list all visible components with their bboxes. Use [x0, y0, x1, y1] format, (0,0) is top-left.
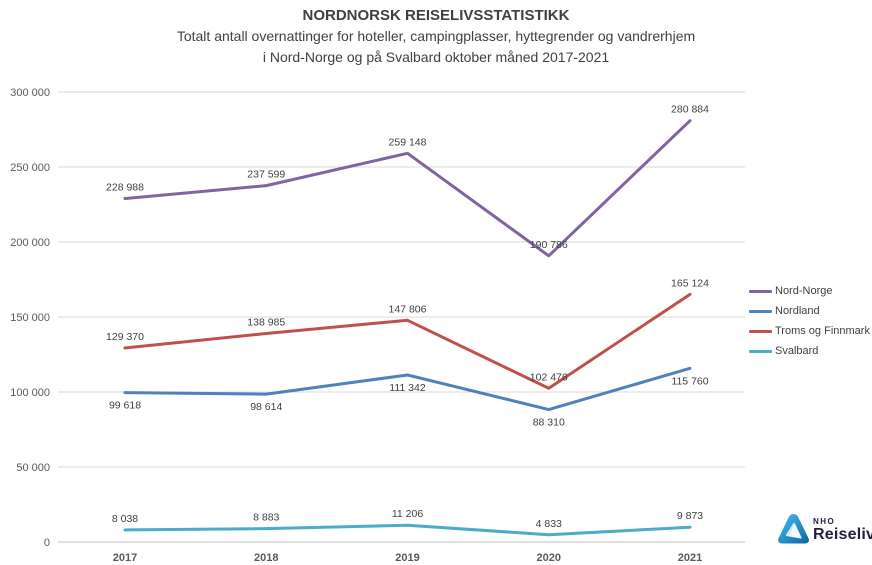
data-label-svalbard-2019: 11 206 [392, 508, 423, 520]
y-axis-label: 50 000 [16, 462, 50, 474]
data-label-nordland-2017: 99 618 [109, 400, 141, 412]
data-label-nord-norge-2019: 259 148 [389, 136, 427, 148]
y-axis-label: 150 000 [10, 312, 50, 324]
data-label-svalbard-2021: 9 873 [677, 510, 703, 522]
data-label-nord-norge-2020: 190 786 [530, 239, 568, 251]
series-line-troms-og-finnmark [123, 292, 692, 390]
legend-label-troms-og-finnmark: Troms og Finnmark [775, 325, 870, 337]
legend-swatch-svalbard [749, 349, 772, 353]
legend-item-svalbard: Svalbard [749, 341, 870, 361]
y-axis-label: 0 [44, 537, 50, 549]
x-axis-label: 2018 [254, 552, 278, 564]
data-label-troms-og-finnmark-2017: 129 370 [106, 331, 144, 343]
data-label-troms-og-finnmark-2019: 147 806 [389, 303, 427, 315]
y-axis-label: 200 000 [10, 237, 50, 249]
data-label-troms-og-finnmark-2021: 165 124 [671, 277, 709, 289]
legend-item-nord-norge: Nord-Norge [749, 281, 870, 301]
x-axis-label: 2021 [678, 552, 702, 564]
x-axis-label: 2019 [395, 552, 419, 564]
legend-item-troms-og-finnmark: Troms og Finnmark [749, 321, 870, 341]
nho-reiseliv-logo: NHO Reiseliv [777, 511, 872, 548]
x-axis-label: 2020 [537, 552, 561, 564]
data-label-nordland-2018: 98 614 [250, 401, 282, 413]
data-label-svalbard-2020: 4 833 [536, 518, 562, 530]
legend-label-nordland: Nordland [775, 305, 820, 317]
data-label-svalbard-2017: 8 038 [112, 513, 138, 525]
data-label-nordland-2021: 115 760 [671, 375, 708, 387]
legend-swatch-troms-og-finnmark [749, 329, 772, 333]
nho-logo-text: NHO Reiseliv [813, 517, 872, 543]
y-axis-label: 100 000 [10, 387, 50, 399]
data-label-nordland-2019: 111 342 [389, 382, 426, 394]
y-axis-label: 250 000 [10, 162, 50, 174]
nho-logo-icon [778, 514, 809, 544]
chart-subtitle-line2: i Nord-Norge og på Svalbard oktober måne… [262, 49, 610, 65]
chart-legend: Nord-Norge Nordland Troms og Finnmark Svalb… [749, 281, 870, 361]
chart-header: NORDNORSK REISELIVSSTATISTIKK Totalt ant… [0, 6, 872, 68]
nho-logo-top-text: NHO [813, 516, 836, 526]
legend-label-svalbard: Svalbard [775, 345, 819, 357]
data-label-nord-norge-2018: 237 599 [247, 169, 285, 181]
legend-label-nord-norge: Nord-Norge [775, 285, 833, 297]
data-label-nord-norge-2021: 280 884 [671, 104, 709, 116]
data-label-troms-og-finnmark-2020: 102 476 [530, 371, 568, 383]
chart-subtitle-line1: Totalt antall overnattinger for hoteller… [176, 28, 696, 44]
data-label-nord-norge-2017: 228 988 [106, 182, 144, 194]
legend-swatch-nord-norge [749, 289, 772, 293]
legend-item-nordland: Nordland [749, 301, 870, 321]
nho-logo-bottom-text: Reiseliv [813, 525, 872, 543]
chart-title: NORDNORSK REISELIVSSTATISTIKK [302, 7, 570, 24]
y-axis-label: 300 000 [10, 87, 50, 99]
x-axis-label: 2017 [113, 552, 137, 564]
series-line-nordland [123, 366, 692, 412]
data-label-svalbard-2018: 8 883 [253, 512, 279, 524]
data-label-nordland-2020: 88 310 [533, 417, 565, 429]
series-line-svalbard [123, 523, 692, 537]
series-line-nord-norge [123, 119, 692, 258]
data-label-troms-og-finnmark-2018: 138 985 [247, 317, 285, 329]
legend-swatch-nordland [749, 309, 772, 313]
